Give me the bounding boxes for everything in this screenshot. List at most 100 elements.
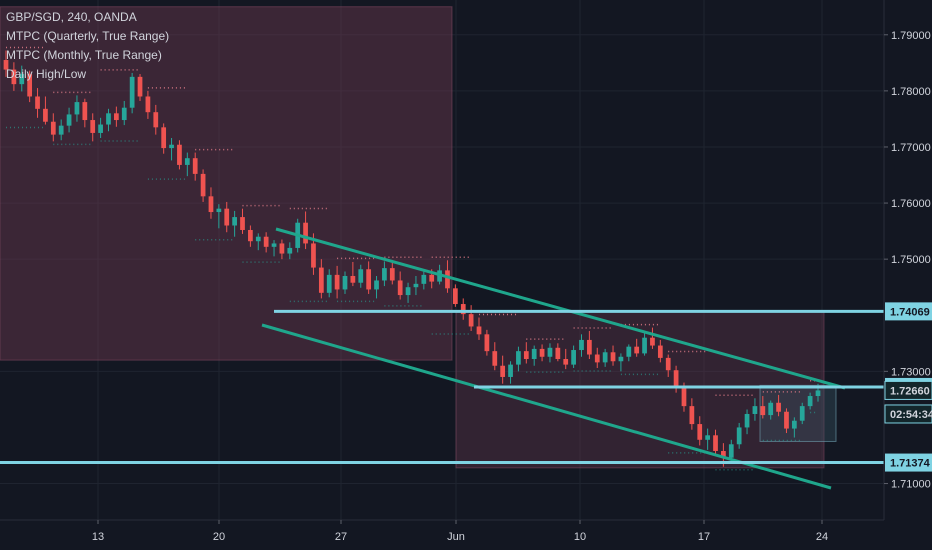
candle-body bbox=[255, 236, 261, 242]
candle-body bbox=[563, 359, 569, 365]
candle-body bbox=[318, 267, 324, 293]
candle-body bbox=[579, 339, 584, 351]
candle-body bbox=[279, 243, 285, 254]
candle-body bbox=[760, 406, 766, 416]
candle-body bbox=[98, 124, 103, 133]
candle-body bbox=[744, 413, 750, 428]
candle-body bbox=[736, 427, 742, 445]
candle-body bbox=[587, 339, 592, 355]
candle-body bbox=[815, 390, 821, 397]
candle-body bbox=[389, 268, 395, 281]
x-tick-label: 13 bbox=[92, 531, 104, 543]
candle-body bbox=[492, 351, 498, 366]
candle-body bbox=[610, 352, 616, 362]
candle-body bbox=[634, 346, 640, 354]
candle-body bbox=[350, 275, 356, 283]
indicator-label-daily-high-low[interactable]: Daily High/Low bbox=[6, 67, 87, 81]
candle-body bbox=[19, 74, 25, 85]
price-label-text: 02:54:34 bbox=[890, 409, 932, 421]
candle-body bbox=[216, 208, 222, 213]
candle-body bbox=[602, 352, 608, 363]
candle-body bbox=[240, 217, 245, 230]
y-tick-label: 1.73000 bbox=[891, 366, 931, 378]
candle-body bbox=[697, 424, 703, 440]
price-label-text: 1.74069 bbox=[890, 306, 930, 318]
candle-body bbox=[358, 269, 364, 283]
candle-body bbox=[429, 274, 435, 282]
candle-body bbox=[82, 102, 88, 121]
candle-body bbox=[721, 451, 726, 458]
candle-body bbox=[657, 345, 663, 358]
candle-body bbox=[366, 269, 372, 290]
x-tick-label: 27 bbox=[335, 531, 347, 543]
candle-body bbox=[153, 112, 159, 128]
candle-body bbox=[161, 127, 167, 149]
candle-body bbox=[650, 337, 655, 346]
candle-body bbox=[271, 243, 277, 247]
x-tick-label: 20 bbox=[213, 531, 225, 543]
candle-body bbox=[3, 60, 9, 70]
y-tick-label: 1.79000 bbox=[891, 30, 931, 42]
candle-body bbox=[681, 387, 687, 407]
candle-body bbox=[594, 354, 600, 363]
y-tick-label: 1.77000 bbox=[891, 142, 931, 154]
candle-body bbox=[500, 365, 506, 377]
mtpc-quarterly-box bbox=[0, 6, 453, 361]
candle-body bbox=[421, 274, 427, 284]
candle-body bbox=[571, 350, 576, 365]
candle-body bbox=[445, 270, 450, 289]
candle-body bbox=[263, 236, 269, 247]
candle-body bbox=[413, 283, 419, 288]
candle-body bbox=[177, 144, 182, 165]
candle-body bbox=[673, 370, 679, 388]
candle-body bbox=[665, 357, 671, 371]
channel-lower-line bbox=[261, 323, 832, 490]
x-tick-label: 17 bbox=[698, 531, 710, 543]
price-label-text: 1.71374 bbox=[890, 458, 931, 470]
candle-body bbox=[192, 158, 198, 174]
candle-body bbox=[208, 196, 214, 213]
y-tick-label: 1.75000 bbox=[891, 254, 931, 266]
candle-body bbox=[523, 351, 529, 360]
candle-body bbox=[311, 243, 316, 268]
candle-body bbox=[129, 76, 135, 108]
candle-body bbox=[58, 125, 64, 135]
candle-body bbox=[137, 76, 143, 97]
candle-body bbox=[689, 406, 695, 425]
candle-body bbox=[66, 114, 72, 126]
candle-body bbox=[508, 364, 513, 377]
candle-body bbox=[43, 108, 48, 122]
candle-body bbox=[224, 208, 230, 226]
candle-body bbox=[476, 326, 482, 335]
candle-body bbox=[642, 337, 647, 354]
candle-body bbox=[121, 107, 127, 121]
price-label-box bbox=[884, 404, 932, 424]
price-label-box bbox=[885, 302, 932, 321]
indicator-label-quarterly[interactable]: MTPC (Quarterly, True Range) bbox=[6, 29, 170, 43]
candle-body bbox=[74, 102, 80, 115]
candle-body bbox=[287, 247, 293, 254]
candle-body bbox=[713, 435, 718, 452]
candle-body bbox=[326, 274, 332, 293]
candle-body bbox=[106, 113, 111, 125]
candle-body bbox=[397, 280, 403, 296]
price-label-box bbox=[884, 380, 932, 400]
x-tick-label: 24 bbox=[816, 531, 828, 543]
candle-body bbox=[374, 280, 379, 290]
candle-body bbox=[27, 74, 33, 97]
candle-body bbox=[752, 406, 758, 414]
candle-body bbox=[768, 402, 774, 416]
channel-upper-line bbox=[275, 227, 846, 390]
x-tick-label: 10 bbox=[574, 531, 586, 543]
candle-body bbox=[405, 287, 411, 296]
candle-body bbox=[35, 96, 40, 109]
candle-body bbox=[547, 347, 553, 357]
candle-body bbox=[791, 420, 797, 429]
symbol-title: GBP/SGD, 240, OANDA bbox=[6, 10, 137, 24]
indicator-label-monthly[interactable]: MTPC (Monthly, True Range) bbox=[6, 48, 162, 62]
candle-body bbox=[11, 69, 17, 85]
candle-body bbox=[776, 402, 781, 412]
